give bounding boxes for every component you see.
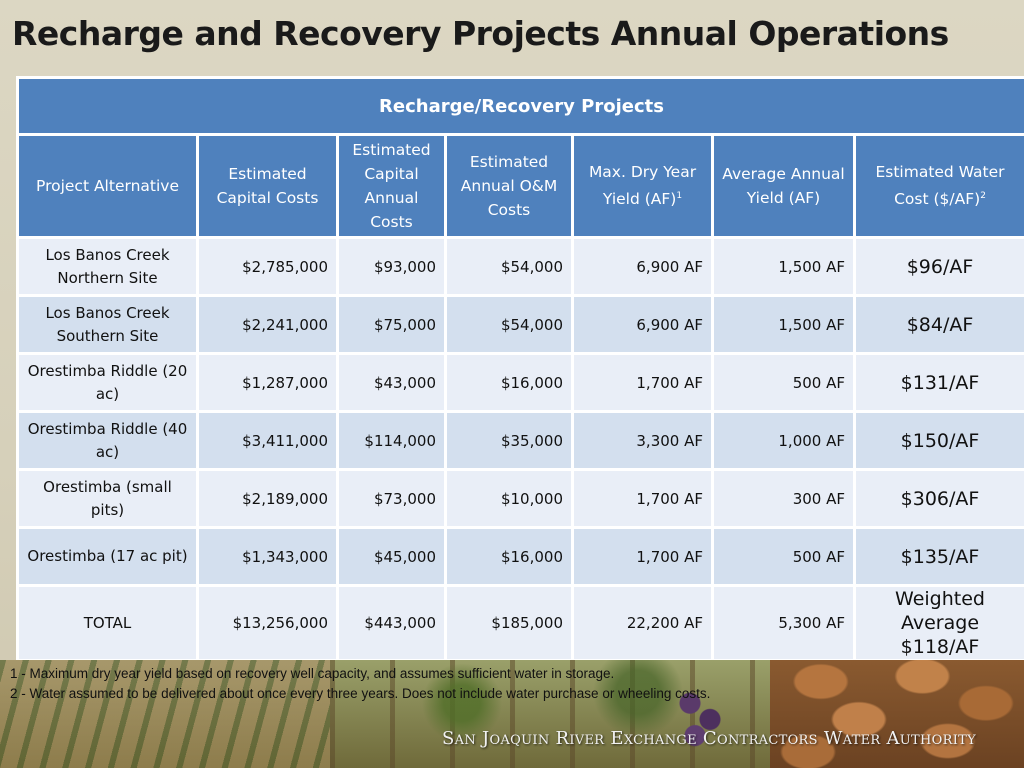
table-row: Orestimba Riddle (20 ac) $1,287,000 $43,… xyxy=(16,352,1024,413)
weighted-label: Weighted xyxy=(895,588,985,610)
header-water-cost-label: Estimated Water Cost ($/AF) xyxy=(875,163,1005,209)
header-om: Estimated Annual O&M Costs xyxy=(444,133,574,239)
operations-table: Recharge/Recovery Projects Project Alter… xyxy=(15,76,1024,662)
cell-total-water-cost: Weighted Average $118/AF xyxy=(852,584,1024,662)
cell-dry-yield: 6,900 AF xyxy=(571,236,714,297)
cell-dry-yield: 1,700 AF xyxy=(571,468,714,529)
cell-om: $16,000 xyxy=(444,352,574,413)
almonds-photo xyxy=(770,660,1024,768)
header-dry-yield-label: Max. Dry Year Yield (AF) xyxy=(588,163,697,209)
footnote-marker-2: 2 xyxy=(980,191,986,202)
cell-avg-yield: 1,500 AF xyxy=(711,236,856,297)
cell-annual-capital: $73,000 xyxy=(336,468,447,529)
footnote-2: 2 - Water assumed to be delivered about … xyxy=(10,686,711,701)
cell-water-cost: $131/AF xyxy=(852,352,1024,413)
cell-dry-yield: 6,900 AF xyxy=(571,294,714,355)
cell-avg-yield: 300 AF xyxy=(711,468,856,529)
cell-water-cost: $84/AF xyxy=(852,294,1024,355)
cell-annual-capital: $43,000 xyxy=(336,352,447,413)
cell-water-cost: $96/AF xyxy=(852,236,1024,297)
slide-title: Recharge and Recovery Projects Annual Op… xyxy=(12,14,949,53)
cell-capital: $2,785,000 xyxy=(196,236,339,297)
cell-total-label: TOTAL xyxy=(16,584,199,662)
cell-total-avg-yield: 5,300 AF xyxy=(711,584,856,662)
header-project: Project Alternative xyxy=(16,133,199,239)
organization-name: San Joaquin River Exchange Contractors W… xyxy=(442,728,976,749)
cell-project: Orestimba Riddle (40 ac) xyxy=(16,410,199,471)
cell-project: Orestimba (small pits) xyxy=(16,468,199,529)
header-row: Project Alternative Estimated Capital Co… xyxy=(16,133,1024,239)
cell-project: Los Banos Creek Southern Site xyxy=(16,294,199,355)
cell-capital: $3,411,000 xyxy=(196,410,339,471)
cell-avg-yield: 500 AF xyxy=(711,352,856,413)
header-avg-yield: Average Annual Yield (AF) xyxy=(711,133,856,239)
cell-project: Los Banos Creek Northern Site xyxy=(16,236,199,297)
cell-avg-yield: 1,500 AF xyxy=(711,294,856,355)
cell-dry-yield: 1,700 AF xyxy=(571,526,714,587)
cell-om: $54,000 xyxy=(444,294,574,355)
cell-om: $16,000 xyxy=(444,526,574,587)
table-banner: Recharge/Recovery Projects xyxy=(15,76,1024,136)
footnote-marker-1: 1 xyxy=(676,191,683,202)
table-row: Orestimba (17 ac pit) $1,343,000 $45,000… xyxy=(16,526,1024,587)
table-row: Orestimba (small pits) $2,189,000 $73,00… xyxy=(16,468,1024,529)
table-row: Orestimba Riddle (40 ac) $3,411,000 $114… xyxy=(16,410,1024,471)
cell-project: Orestimba Riddle (20 ac) xyxy=(16,352,199,413)
table-row: Los Banos Creek Northern Site $2,785,000… xyxy=(16,236,1024,297)
cell-total-om: $185,000 xyxy=(444,584,574,662)
cell-om: $10,000 xyxy=(444,468,574,529)
cell-annual-capital: $75,000 xyxy=(336,294,447,355)
cell-dry-yield: 3,300 AF xyxy=(571,410,714,471)
cell-capital: $2,189,000 xyxy=(196,468,339,529)
average-label: Average xyxy=(900,612,980,634)
cell-annual-capital: $93,000 xyxy=(336,236,447,297)
cell-annual-capital: $45,000 xyxy=(336,526,447,587)
cell-annual-capital: $114,000 xyxy=(336,410,447,471)
cell-water-cost: $135/AF xyxy=(852,526,1024,587)
header-water-cost: Estimated Water Cost ($/AF)2 xyxy=(852,133,1024,239)
cell-avg-yield: 500 AF xyxy=(711,526,856,587)
cell-capital: $1,343,000 xyxy=(196,526,339,587)
cell-total-capital: $13,256,000 xyxy=(196,584,339,662)
cell-total-dry-yield: 22,200 AF xyxy=(571,584,714,662)
weighted-average-value: $118/AF xyxy=(900,636,980,658)
cell-water-cost: $306/AF xyxy=(852,468,1024,529)
cell-capital: $1,287,000 xyxy=(196,352,339,413)
grapes-photo xyxy=(650,660,750,768)
cell-capital: $2,241,000 xyxy=(196,294,339,355)
cell-om: $54,000 xyxy=(444,236,574,297)
cell-om: $35,000 xyxy=(444,410,574,471)
footnote-1: 1 - Maximum dry year yield based on reco… xyxy=(10,666,615,681)
cell-water-cost: $150/AF xyxy=(852,410,1024,471)
cell-project: Orestimba (17 ac pit) xyxy=(16,526,199,587)
cell-total-annual-capital: $443,000 xyxy=(336,584,447,662)
footnotes: 1 - Maximum dry year yield based on reco… xyxy=(10,664,710,704)
header-annual-capital: Estimated Capital Annual Costs xyxy=(336,133,447,239)
header-capital: Estimated Capital Costs xyxy=(196,133,339,239)
cell-avg-yield: 1,000 AF xyxy=(711,410,856,471)
table-row: Los Banos Creek Southern Site $2,241,000… xyxy=(16,294,1024,355)
header-dry-yield: Max. Dry Year Yield (AF)1 xyxy=(571,133,714,239)
cell-dry-yield: 1,700 AF xyxy=(571,352,714,413)
total-row: TOTAL $13,256,000 $443,000 $185,000 22,2… xyxy=(16,584,1024,662)
field-photo xyxy=(0,660,330,768)
